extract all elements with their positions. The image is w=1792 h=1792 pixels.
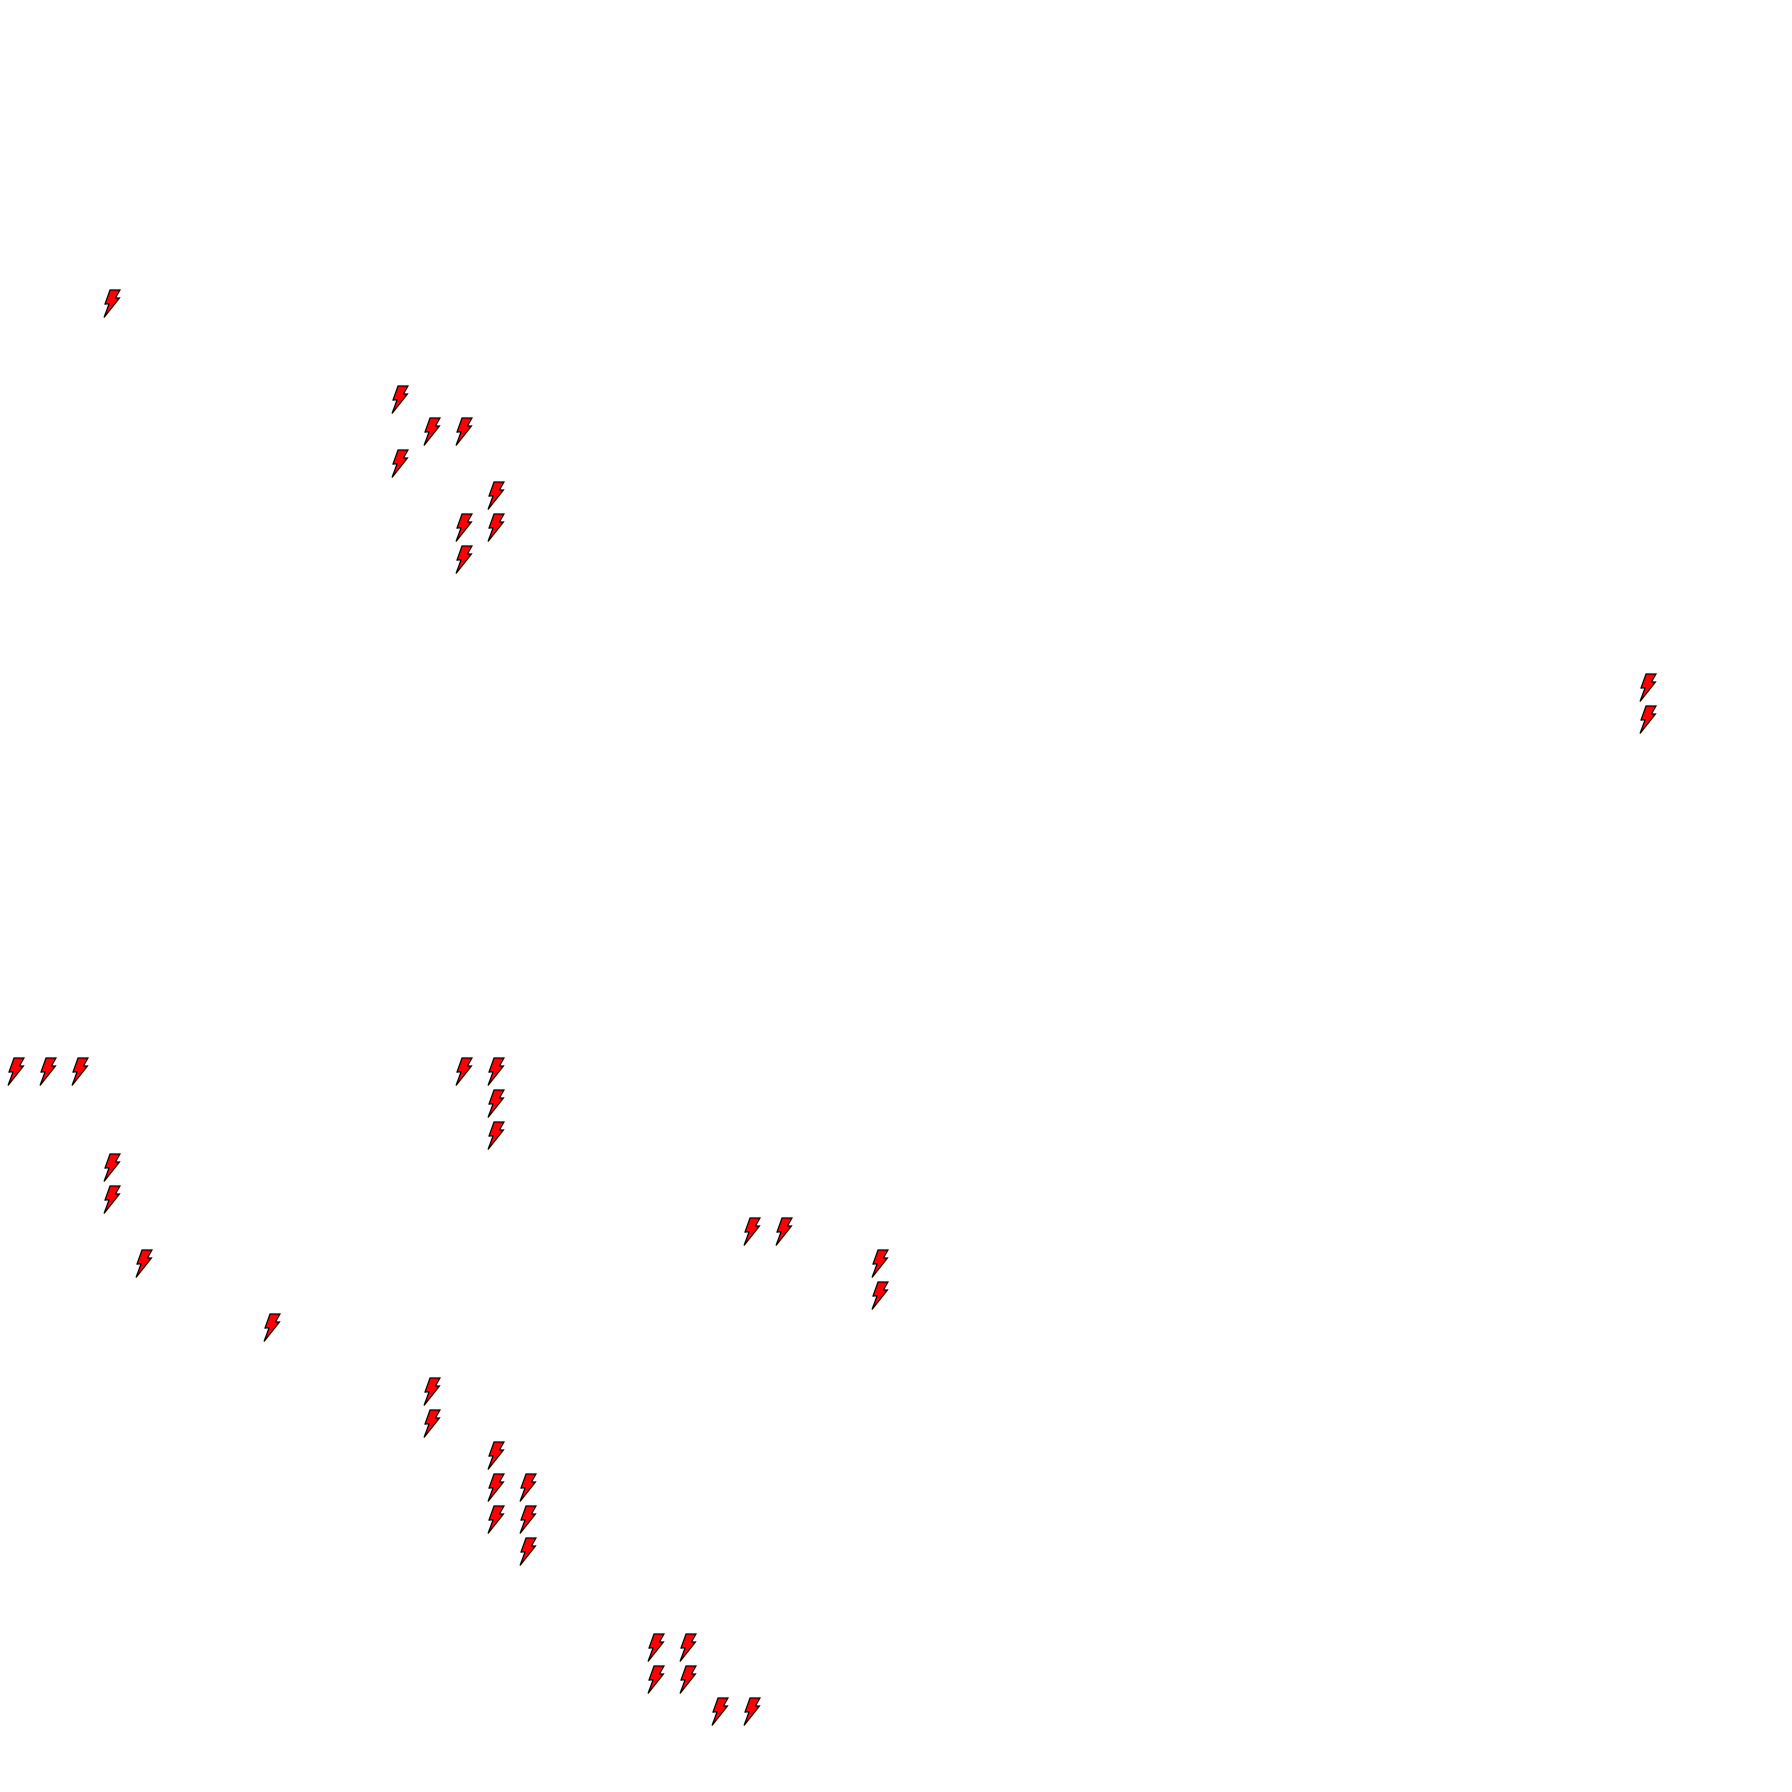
lightning-bolt-icon <box>384 448 416 480</box>
lightning-bolt-icon <box>512 1472 544 1504</box>
lightning-bolt-icon <box>704 1696 736 1728</box>
lightning-bolt-icon <box>736 1696 768 1728</box>
lightning-bolt-icon <box>640 1632 672 1664</box>
lightning-bolt-icon <box>96 1152 128 1184</box>
lightning-bolt-icon <box>64 1056 96 1088</box>
lightning-bolt-icon <box>256 1312 288 1344</box>
lightning-bolt-icon <box>448 544 480 576</box>
lightning-bolt-icon <box>96 1184 128 1216</box>
lightning-bolt-icon <box>448 512 480 544</box>
lightning-bolt-icon <box>480 1056 512 1088</box>
lightning-bolt-icon <box>480 1504 512 1536</box>
lightning-bolt-icon <box>640 1664 672 1696</box>
lightning-bolt-icon <box>448 1056 480 1088</box>
lightning-bolt-icon <box>480 1088 512 1120</box>
lightning-bolt-icon <box>1632 672 1664 704</box>
lightning-bolt-icon <box>384 384 416 416</box>
lightning-bolt-icon <box>480 1440 512 1472</box>
lightning-bolt-icon <box>480 1120 512 1152</box>
lightning-bolt-icon <box>864 1248 896 1280</box>
lightning-bolt-icon <box>480 512 512 544</box>
lightning-bolt-icon <box>672 1664 704 1696</box>
lightning-bolt-icon <box>672 1632 704 1664</box>
lightning-bolt-icon <box>512 1504 544 1536</box>
lightning-bolt-icon <box>864 1280 896 1312</box>
lightning-bolt-icon <box>96 288 128 320</box>
lightning-bolt-icon <box>416 416 448 448</box>
lightning-bolt-icon <box>512 1536 544 1568</box>
lightning-bolt-icon <box>480 1472 512 1504</box>
lightning-bolt-icon <box>416 1408 448 1440</box>
lightning-bolt-icon <box>0 1056 32 1088</box>
lightning-bolt-icon <box>1632 704 1664 736</box>
lightning-bolt-icon <box>128 1248 160 1280</box>
lightning-bolt-icon <box>32 1056 64 1088</box>
lightning-bolt-icon <box>480 480 512 512</box>
lightning-bolt-icon <box>448 416 480 448</box>
lightning-bolt-icon <box>416 1376 448 1408</box>
lightning-bolt-icon <box>736 1216 768 1248</box>
lightning-bolt-icon <box>768 1216 800 1248</box>
